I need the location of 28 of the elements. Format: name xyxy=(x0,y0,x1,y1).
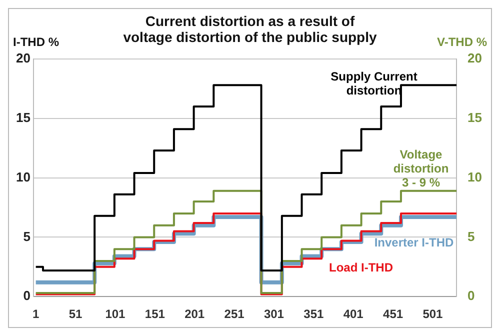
x-tick-label: 201 xyxy=(184,307,205,322)
x-tick-label: 51 xyxy=(68,307,83,322)
y-tick-label: 15 xyxy=(16,110,30,125)
x-tick-label: 301 xyxy=(264,307,284,322)
series-label: Load I-THD xyxy=(329,260,394,274)
y-axis-title: I-THD % xyxy=(13,35,59,49)
x-tick-label: 501 xyxy=(422,307,444,322)
y-tick-label: 10 xyxy=(16,169,30,184)
x-tick-label: 251 xyxy=(224,307,245,322)
x-tick-label: 401 xyxy=(343,307,364,322)
x-tick-label: 101 xyxy=(105,307,126,322)
y2-tick-label: 0 xyxy=(468,288,475,304)
y2-tick-label: 20 xyxy=(468,50,482,66)
series-label: Voltage distortion 3 - 9 % xyxy=(393,147,449,190)
series-label: Inverter I-THD xyxy=(374,235,454,250)
y-tick-label: 5 xyxy=(23,228,30,244)
y2-tick-label: 5 xyxy=(468,228,475,244)
chart-title: Current distortion as a result of voltage distortion of the public supply xyxy=(122,13,378,45)
y2-axis-title: V-THD % xyxy=(436,35,487,49)
series-label: Supply Current distortion xyxy=(330,69,418,98)
y2-tick-label: 10 xyxy=(468,169,482,184)
x-tick-label: 1 xyxy=(32,307,40,322)
y-tick-label: 20 xyxy=(16,50,30,66)
x-tick-label: 351 xyxy=(304,307,324,322)
x-tick-label: 151 xyxy=(144,307,166,322)
y2-tick-label: 15 xyxy=(468,110,482,125)
y-tick-label: 0 xyxy=(23,288,30,304)
x-tick-label: 451 xyxy=(383,307,404,322)
